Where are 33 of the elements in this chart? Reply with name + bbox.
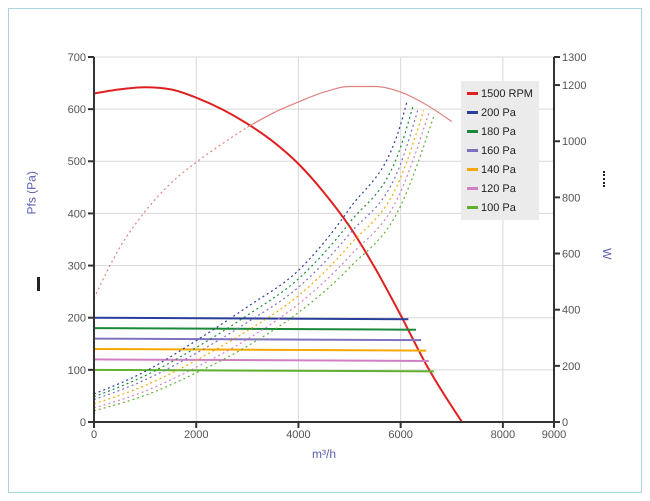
x-tick-label: 9000	[542, 428, 566, 441]
y2-tick-label: 800	[562, 192, 580, 204]
y-tick-label: 700	[68, 52, 86, 64]
y-tick-label: 400	[68, 208, 86, 220]
x-axis-title: m³/h	[312, 447, 336, 461]
x-tick-label: 2000	[184, 428, 208, 441]
y2-tick-label: 400	[562, 304, 580, 317]
y-tick-label: 0	[80, 416, 86, 429]
x-tick-label: 6000	[388, 428, 413, 441]
y2-tick-label: 600	[562, 248, 580, 260]
y2-tick-label: 200	[562, 360, 580, 373]
legend-label: 120 Pa	[481, 182, 516, 194]
y2-tick-label: 0	[562, 416, 568, 429]
y-tick-label: 300	[68, 260, 86, 272]
x-tick-label: 4000	[286, 428, 311, 441]
legend-label: 100 Pa	[481, 202, 516, 214]
y-tick-label: 200	[68, 312, 86, 325]
y-tick-label: 600	[68, 104, 86, 116]
legend-label: 200 Pa	[481, 106, 516, 118]
y2-axis-title: W	[600, 248, 614, 260]
y2-tick-label: 1300	[562, 52, 586, 64]
x-tick-label: 8000	[490, 428, 516, 441]
x-tick-label: 0	[90, 428, 98, 441]
legend-label: 180 Pa	[481, 126, 516, 138]
y2-tick-label: 1200	[562, 80, 586, 92]
y2-tick-label: 1000	[562, 136, 586, 148]
line-series	[94, 86, 463, 422]
y-axis-title: Pfs (Pa)	[24, 171, 38, 214]
y-tick-label: 500	[68, 156, 86, 168]
legend-label: 160 Pa	[481, 144, 516, 156]
legend-label: 1500 RPM	[481, 88, 533, 100]
y-tick-label: 100	[68, 364, 86, 377]
legend-label: 140 Pa	[481, 164, 516, 176]
